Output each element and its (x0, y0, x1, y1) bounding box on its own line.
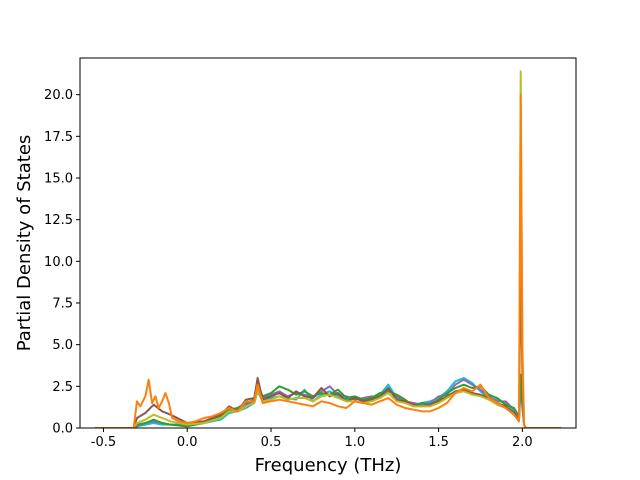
series-line-4 (95, 260, 561, 428)
y-tick-label: 0.0 (52, 422, 73, 437)
x-tick-label: 1.0 (344, 435, 365, 450)
series-line-6 (95, 93, 561, 428)
x-tick-label: 0.5 (261, 435, 282, 450)
y-tick-label: 10.0 (44, 255, 73, 270)
x-axis-label: Frequency (THz) (255, 455, 402, 476)
series-line-3 (95, 373, 561, 428)
y-tick-label: 17.5 (44, 130, 73, 145)
x-tick-label: 1.5 (428, 435, 449, 450)
y-axis: 0.0 2.5 5.0 7.5 10.0 12.5 15.0 17.5 20.0 (44, 88, 80, 437)
y-tick-label: 20.0 (44, 88, 73, 103)
x-tick-label: 2.0 (512, 435, 533, 450)
y-tick-label: 5.0 (52, 338, 73, 353)
plot-frame (79, 57, 577, 429)
x-tick-label: -0.5 (91, 435, 116, 450)
y-axis-label: Partial Density of States (14, 135, 35, 352)
x-axis: -0.5 0.0 0.5 1.0 1.5 2.0 (91, 428, 533, 450)
series-layer (95, 70, 561, 428)
y-tick-label: 12.5 (44, 213, 73, 228)
y-tick-label: 15.0 (44, 172, 73, 187)
x-tick-label: 0.0 (177, 435, 198, 450)
y-tick-label: 2.5 (52, 380, 73, 395)
y-tick-label: 7.5 (52, 297, 73, 312)
